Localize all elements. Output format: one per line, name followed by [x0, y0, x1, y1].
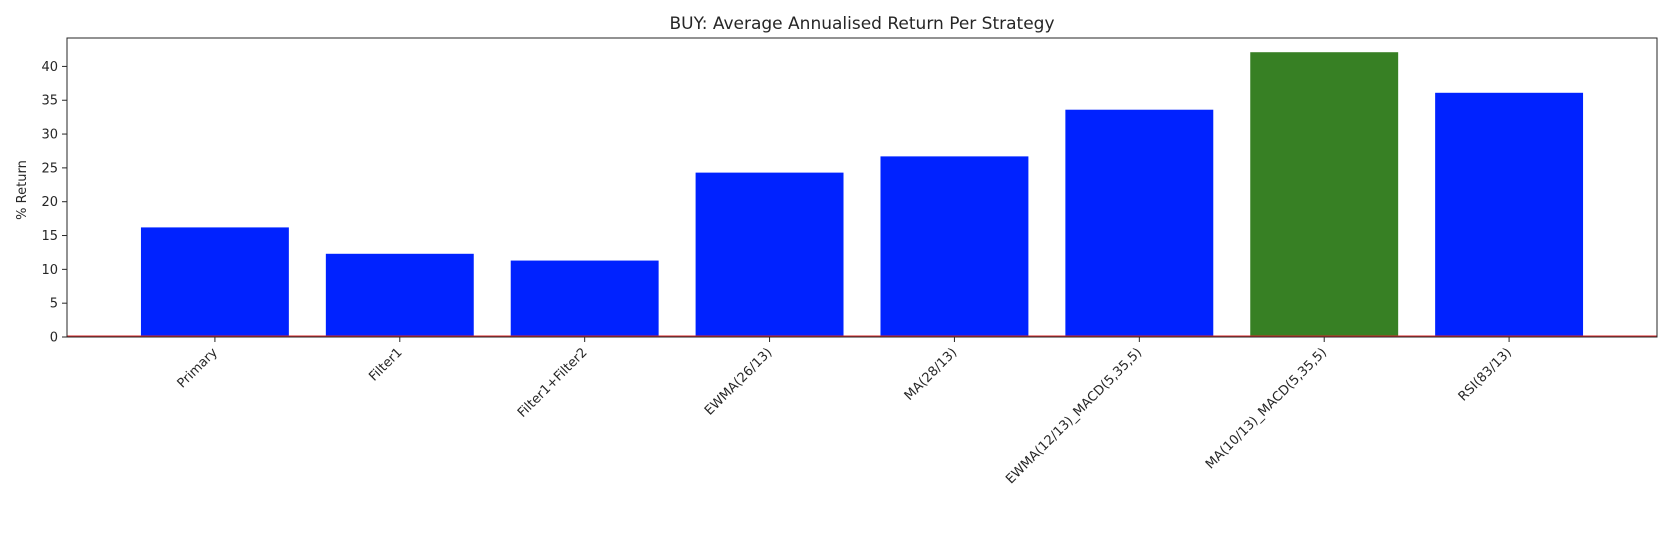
y-tick-label-0: 0: [50, 331, 58, 346]
bar-3: [695, 172, 844, 337]
y-tick-label-3: 15: [41, 229, 58, 244]
x-tick-label-2: Filter1+Filter2: [515, 345, 591, 421]
bar-2: [510, 260, 659, 337]
y-axis-ticks: 0 5 10 15 20 25 30 35 40: [41, 60, 67, 346]
bar-1: [325, 253, 474, 337]
plot-frame: [66, 37, 1658, 338]
y-tick-label-5: 25: [41, 161, 58, 176]
bar-5: [1065, 109, 1214, 338]
chart-title: BUY: Average Annualised Return Per Strat…: [669, 14, 1054, 34]
x-tick-label-1: Filter1: [366, 345, 405, 384]
y-tick-label-2: 10: [41, 263, 58, 278]
y-tick-label-4: 20: [41, 195, 58, 210]
bar-0: [140, 227, 289, 337]
bar-4: [880, 156, 1029, 337]
x-tick-label-4: MA(28/13): [902, 345, 960, 403]
x-axis-ticks: Primary Filter1 Filter1+Filter2 EWMA(26/13)…: [175, 337, 1515, 487]
bar-6: [1250, 52, 1399, 338]
x-tick-label-6: MA(10/13)_MACD(5,35,5): [1203, 345, 1330, 472]
bar-7: [1435, 92, 1584, 337]
y-tick-label-7: 35: [41, 94, 58, 109]
x-tick-label-0: Primary: [175, 345, 221, 391]
bars-layer: [140, 52, 1584, 338]
y-tick-label-6: 30: [41, 128, 58, 143]
x-tick-label-5: EWMA(12/13)_MACD(5,35,5): [1003, 345, 1145, 487]
x-tick-label-3: EWMA(26/13): [702, 345, 775, 418]
y-tick-label-1: 5: [50, 297, 58, 312]
x-tick-label-7: RSI(83/13): [1456, 345, 1515, 404]
y-axis-label: % Return: [15, 160, 30, 220]
y-tick-label-8: 40: [41, 60, 58, 75]
